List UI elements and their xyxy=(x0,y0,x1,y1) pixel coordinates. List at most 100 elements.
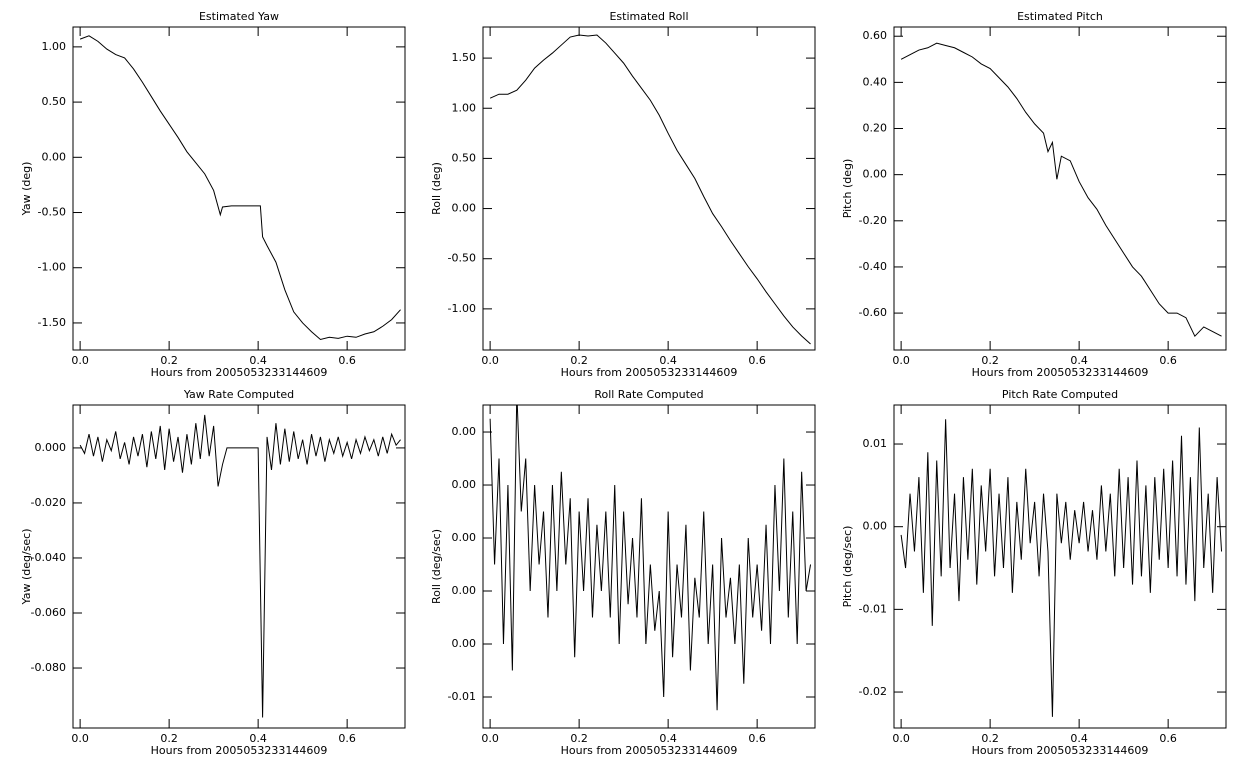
axes-frame xyxy=(893,404,1227,729)
chart-title: Estimated Pitch xyxy=(1017,10,1103,23)
x-axis-label: Hours from 2005053233144609 xyxy=(972,366,1149,379)
x-tick-label: 0.0 xyxy=(892,732,910,745)
chart-title: Estimated Yaw xyxy=(199,10,279,23)
plot-area xyxy=(79,414,401,718)
x-tick-label: 0.4 xyxy=(249,354,267,367)
y-tick-label: -0.40 xyxy=(859,260,887,273)
subplot: Roll Rate Computed Hours from 20050532331… xyxy=(430,388,816,757)
y-tick-label: 0.00 xyxy=(863,168,888,181)
plot-area xyxy=(489,34,811,345)
y-tick-label: 0.00 xyxy=(452,637,477,650)
y-tick-label: 0.01 xyxy=(863,437,888,450)
y-tick-label: -0.060 xyxy=(31,606,66,619)
y-tick-label: 0.00 xyxy=(452,425,477,438)
y-axis-label: Roll (deg/sec) xyxy=(430,529,443,604)
subplot: Estimated Yaw Hours from 2005053233144609… xyxy=(20,10,406,379)
y-tick-label: 1.50 xyxy=(452,51,477,64)
y-tick-label: -0.020 xyxy=(31,496,66,509)
y-tick-label: 1.00 xyxy=(452,101,477,114)
x-tick-label: 0.0 xyxy=(71,354,89,367)
y-tick-label: -0.080 xyxy=(31,661,66,674)
y-axis-label: Yaw (deg) xyxy=(20,162,33,217)
data-line xyxy=(489,405,812,711)
y-tick-label: -1.00 xyxy=(448,302,476,315)
plot-area xyxy=(79,35,401,341)
data-line xyxy=(489,34,811,345)
y-tick-label: 0.00 xyxy=(452,202,477,215)
y-tick-label: 0.00 xyxy=(452,478,477,491)
y-tick-label: 0.000 xyxy=(35,441,67,454)
y-tick-label: -1.50 xyxy=(38,316,66,329)
x-tick-label: 0.6 xyxy=(338,732,356,745)
x-tick-label: 0.6 xyxy=(1159,732,1177,745)
x-axis-label: Hours from 2005053233144609 xyxy=(151,366,328,379)
chart-title: Roll Rate Computed xyxy=(594,388,703,401)
y-tick-label: -0.60 xyxy=(859,306,887,319)
y-axis-label: Pitch (deg/sec) xyxy=(841,526,854,608)
x-tick-label: 0.2 xyxy=(570,732,588,745)
y-tick-label: -0.01 xyxy=(448,690,476,703)
x-tick-label: 0.2 xyxy=(981,732,999,745)
y-axis-label: Yaw (deg/sec) xyxy=(20,528,33,605)
y-tick-label: 0.50 xyxy=(42,95,67,108)
x-tick-label: 0.6 xyxy=(338,354,356,367)
y-tick-label: 0.20 xyxy=(863,122,888,135)
y-tick-label: 0.00 xyxy=(863,520,888,533)
subplot: Estimated Pitch Hours from 20050532331446… xyxy=(841,10,1227,379)
y-tick-label: 0.60 xyxy=(863,29,888,42)
y-tick-label: 0.40 xyxy=(863,75,888,88)
chart-title: Pitch Rate Computed xyxy=(1002,388,1118,401)
y-tick-label: -0.040 xyxy=(31,551,66,564)
y-axis-label: Pitch (deg) xyxy=(841,159,854,219)
x-tick-label: 0.0 xyxy=(892,354,910,367)
x-tick-label: 0.4 xyxy=(1070,354,1088,367)
plot-area xyxy=(900,419,1223,717)
y-tick-label: 0.50 xyxy=(452,151,477,164)
y-tick-label: -0.50 xyxy=(38,206,66,219)
y-tick-label: -1.00 xyxy=(38,261,66,274)
x-axis-label: Hours from 2005053233144609 xyxy=(151,744,328,757)
y-tick-label: 0.00 xyxy=(452,584,477,597)
axes-frame xyxy=(893,26,1227,351)
y-tick-label: 0.00 xyxy=(452,531,477,544)
y-axis-label: Roll (deg) xyxy=(430,162,443,215)
x-axis-label: Hours from 2005053233144609 xyxy=(972,744,1149,757)
x-tick-label: 0.2 xyxy=(570,354,588,367)
axes-frame xyxy=(482,26,816,351)
data-line xyxy=(79,414,401,718)
plot-area xyxy=(489,405,812,711)
y-tick-label: -0.01 xyxy=(859,602,887,615)
x-tick-label: 0.6 xyxy=(748,354,766,367)
y-tick-label: -0.20 xyxy=(859,214,887,227)
chart-title: Estimated Roll xyxy=(609,10,688,23)
x-tick-label: 0.0 xyxy=(481,354,499,367)
data-line xyxy=(900,419,1223,717)
axes-frame xyxy=(72,404,406,729)
axes-frame xyxy=(482,404,816,729)
subplot: Pitch Rate Computed Hours from 2005053233… xyxy=(841,388,1227,757)
x-tick-label: 0.6 xyxy=(1159,354,1177,367)
x-tick-label: 0.2 xyxy=(160,354,178,367)
x-tick-label: 0.0 xyxy=(71,732,89,745)
chart-title: Yaw Rate Computed xyxy=(183,388,294,401)
y-tick-label: 1.00 xyxy=(42,40,67,53)
x-tick-label: 0.4 xyxy=(249,732,267,745)
x-tick-label: 0.0 xyxy=(481,732,499,745)
x-axis-label: Hours from 2005053233144609 xyxy=(561,744,738,757)
x-axis-label: Hours from 2005053233144609 xyxy=(561,366,738,379)
data-line xyxy=(900,42,1222,338)
subplot: Yaw Rate Computed Hours from 200505323314… xyxy=(20,388,406,757)
axes-frame xyxy=(72,26,406,351)
x-tick-label: 0.4 xyxy=(1070,732,1088,745)
x-tick-label: 0.4 xyxy=(659,732,677,745)
y-tick-label: -0.50 xyxy=(448,252,476,265)
plot-area xyxy=(900,42,1222,338)
x-tick-label: 0.2 xyxy=(981,354,999,367)
data-line xyxy=(79,35,401,341)
y-tick-label: -0.02 xyxy=(859,685,887,698)
x-tick-label: 0.4 xyxy=(659,354,677,367)
x-tick-label: 0.2 xyxy=(160,732,178,745)
x-tick-label: 0.6 xyxy=(748,732,766,745)
